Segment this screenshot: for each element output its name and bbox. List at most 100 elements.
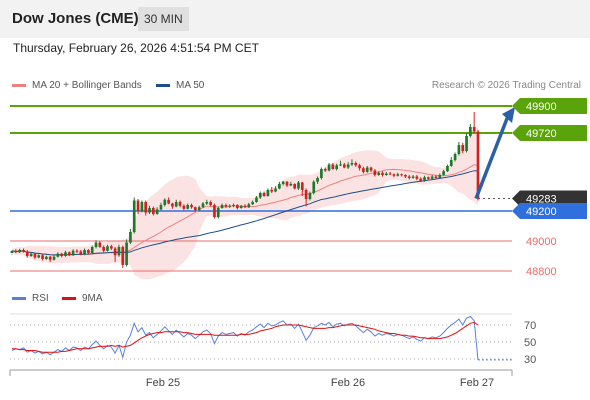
candle-body: [469, 127, 472, 136]
candle-body: [281, 181, 285, 184]
candle-body: [197, 207, 201, 211]
candle-body: [87, 250, 90, 253]
candle-body: [354, 163, 358, 166]
candle-body: [186, 205, 190, 209]
candle-body: [98, 242, 102, 247]
candle-body: [109, 246, 113, 249]
candle-body: [190, 205, 193, 208]
candle-body: [220, 205, 224, 208]
candle-body: [171, 203, 174, 207]
candle-body: [289, 184, 293, 186]
candle-body: [247, 204, 251, 208]
candle-body: [106, 246, 109, 251]
candle-body: [18, 250, 21, 253]
candle-body: [365, 167, 369, 172]
ma20-label: MA 20 + Bollinger Bands: [32, 80, 142, 91]
legend-ma50: MA 50: [156, 80, 204, 91]
candle-body: [236, 205, 239, 208]
candle-body: [132, 200, 136, 232]
rsi-ma-swatch: [62, 297, 76, 300]
candle-body: [178, 202, 182, 206]
candle-body: [369, 167, 373, 171]
x-tick-label: Feb 25: [146, 377, 180, 389]
candle-body: [297, 182, 300, 189]
level-label-49720: 49720: [526, 128, 557, 140]
candle-body: [453, 154, 457, 160]
candle-body: [427, 177, 430, 179]
candle-body: [14, 250, 18, 253]
candle-body: [476, 131, 480, 199]
candle-body: [320, 169, 323, 178]
candle-body: [243, 205, 247, 208]
title-bar: [0, 0, 590, 38]
ma50-line: [11, 170, 479, 256]
candle-body: [381, 172, 384, 175]
candle-body: [362, 168, 365, 172]
level-tag-49900: [512, 98, 587, 114]
candle-body: [304, 190, 308, 199]
candle-body: [392, 174, 396, 176]
ma50-swatch: [156, 84, 170, 87]
level-label-49000: 49000: [526, 236, 557, 248]
projection-arrow-head: [502, 107, 515, 123]
candle-body: [384, 173, 388, 175]
interval-button[interactable]: 30 MIN: [138, 7, 189, 31]
legend-rsi-ma: 9MA: [62, 293, 103, 304]
legend-rsi: RSI: [12, 293, 49, 304]
candle-body: [335, 165, 339, 169]
rsi-tick-70: 70: [524, 320, 536, 332]
candle-body: [10, 250, 14, 253]
bollinger-band: [12, 126, 478, 280]
candle-body: [205, 202, 209, 204]
candle-body: [167, 199, 170, 204]
candle-body: [79, 251, 83, 255]
candle-body: [449, 160, 453, 166]
candle-body: [438, 175, 442, 178]
level-label-49200: 49200: [526, 206, 557, 218]
candle-body: [323, 169, 327, 171]
candle-body: [430, 176, 434, 179]
candle-body: [144, 202, 148, 213]
candle-body: [358, 165, 361, 169]
candle-body: [121, 247, 125, 265]
candle-body: [316, 178, 319, 182]
candle-body: [388, 173, 392, 175]
candle-body: [48, 256, 52, 260]
candle-body: [472, 127, 476, 132]
candle-body: [411, 176, 415, 178]
candle-body: [113, 248, 117, 256]
projection-arrow-shaft: [474, 115, 510, 200]
candle-body: [25, 251, 29, 256]
rsi-swatch: [12, 297, 26, 300]
ma20-swatch: [12, 84, 26, 87]
candle-body: [56, 253, 60, 257]
candle-body: [255, 197, 258, 202]
candle-body: [278, 184, 281, 189]
rsi-tick-50: 50: [524, 337, 536, 349]
candle-body: [434, 176, 438, 178]
candle-body: [83, 250, 86, 255]
candle-body: [457, 145, 461, 154]
candle-body: [71, 250, 75, 256]
candle-body: [90, 247, 94, 253]
candle-body: [148, 208, 151, 213]
candle-body: [228, 205, 232, 207]
candle-body: [377, 172, 381, 175]
candle-body: [52, 256, 56, 260]
candle-body: [75, 250, 79, 252]
candle-body: [285, 181, 289, 186]
candle-body: [125, 242, 128, 265]
candle-body: [342, 164, 346, 168]
candle-body: [239, 205, 243, 208]
candle-body: [213, 205, 216, 217]
level-tag-49720: [512, 125, 587, 141]
candle-body: [419, 178, 423, 181]
candle-body: [270, 190, 274, 192]
candle-body: [224, 205, 228, 207]
candle-body: [331, 164, 335, 169]
candle-body: [94, 242, 98, 247]
candle-body: [400, 174, 403, 176]
candle-body: [216, 208, 220, 217]
candle-body: [64, 252, 67, 256]
